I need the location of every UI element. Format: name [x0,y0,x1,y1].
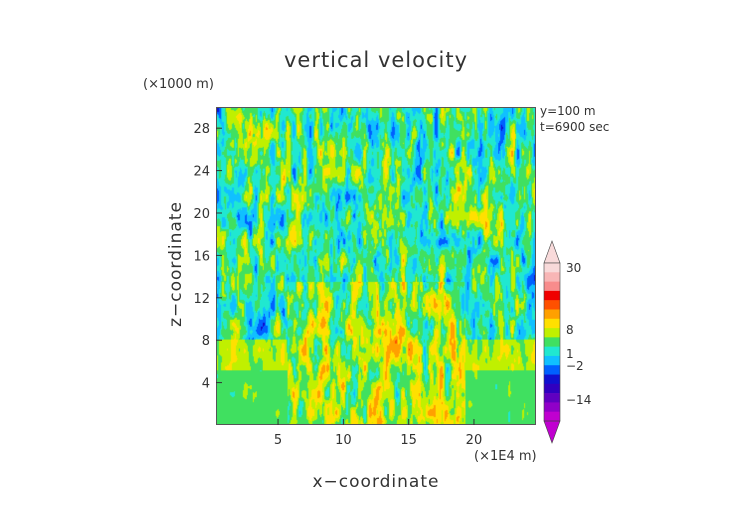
x-tick-label-3: 20 [466,433,483,448]
colorbar-label-4: −14 [566,393,591,407]
x-axis-label: x−coordinate [312,472,440,492]
y-tick-label-5: 24 [193,165,210,180]
colorbar-swatch-2 [544,281,560,292]
colorbar-label-0: 30 [566,261,581,275]
colorbar-swatch-6 [544,318,560,329]
colorbar-swatch-13 [544,383,560,394]
velocity-field-heatmap [216,107,536,425]
colorbar-swatch-7 [544,328,560,338]
colorbar-swatch-5 [544,309,560,320]
x-axis-unit: (×1E4 m) [474,449,537,464]
x-tick-label-2: 15 [400,433,417,448]
colorbar-swatch-0 [544,263,560,273]
y-tick-label-0: 4 [202,377,210,392]
y-axis-unit: (×1000 m) [143,77,214,92]
y-tick-label-2: 12 [193,292,210,307]
x-tick-label-1: 10 [335,433,352,448]
colorbar-swatch-12 [544,374,560,385]
colorbar-swatch-3 [544,290,560,301]
y-tick-label-6: 28 [193,122,210,137]
x-tick-label-0: 5 [274,433,282,448]
y-tick-label-4: 20 [193,207,210,222]
colorbar-label-3: −2 [566,359,584,373]
colorbar-label-1: 8 [566,323,574,337]
colorbar-swatch-16 [544,411,560,422]
y-axis-label: z−coordinate [166,201,186,327]
colorbar-bottom-arrow [543,420,561,444]
y-tick-label-1: 8 [202,334,210,349]
colorbar-swatch-14 [544,393,560,403]
colorbar-label-2: 1 [566,347,574,361]
colorbar-swatch-8 [544,337,560,347]
colorbar-swatch-15 [544,402,560,413]
annotation-y-position: y=100 m [540,104,596,118]
colorbar-swatch-10 [544,355,560,366]
annotation-time: t=6900 sec [540,120,610,134]
colorbar-swatch-9 [544,346,560,357]
colorbar-swatch-4 [544,300,560,310]
colorbar-top-arrow [543,240,561,264]
colorbar: 30 8 1−2 −14 [543,240,591,444]
colorbar-swatch-1 [544,272,560,282]
chart-title: vertical velocity [283,48,469,72]
colorbar-frame [543,262,561,422]
y-tick-label-3: 16 [193,249,210,264]
colorbar-swatch-11 [544,365,560,375]
